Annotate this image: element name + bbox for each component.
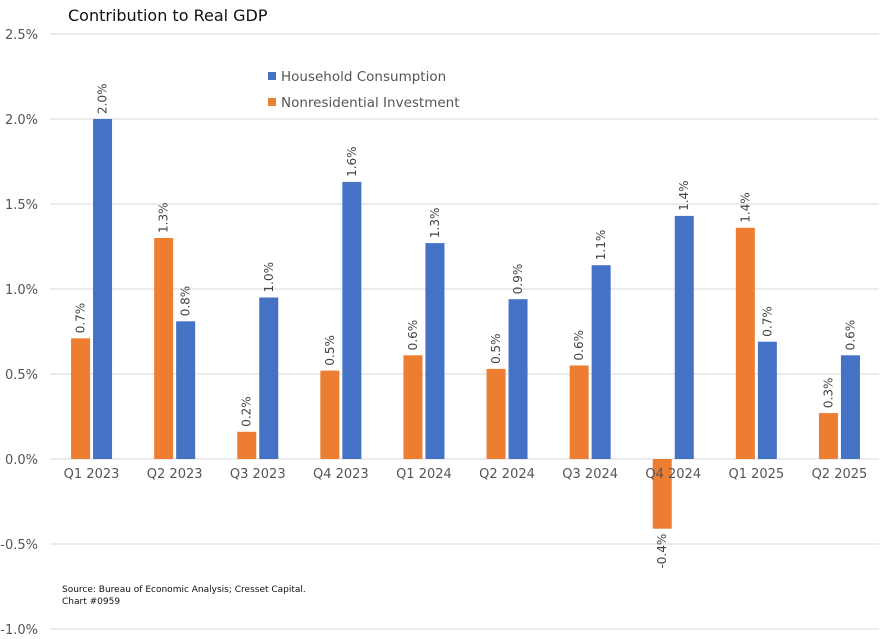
bar-consumption [342,181,362,459]
legend: Household Consumption Nonresidential Inve… [268,69,460,111]
data-label: 1.4% [677,180,691,211]
y-tick-label: 1.5% [5,198,38,213]
data-label: -0.4% [655,534,669,569]
data-label: 0.8% [179,286,193,317]
y-tick-label: 2.0% [5,113,38,128]
y-axis: 2.5% 2.0% 1.5% 1.0% 0.5% 0.0% -0.5% -1.0% [0,28,38,638]
legend-label: Nonresidential Investment [281,95,460,111]
x-tick-label: Q4 2024 [645,467,701,482]
bar-consumption [674,215,694,459]
bar-consumption [508,299,528,459]
chart-number: Chart #0959 [62,597,121,607]
data-label: 0.2% [240,396,254,427]
bar-investment [154,238,174,459]
data-label: 0.3% [821,378,835,409]
x-tick-label: Q1 2024 [396,467,452,482]
y-tick-label: 0.0% [5,453,38,468]
y-tick-label: 1.0% [5,283,38,298]
legend-label: Household Consumption [281,69,446,85]
bar-investment [735,227,755,459]
x-tick-label: Q1 2025 [728,467,784,482]
bar-consumption [425,243,445,459]
data-labels: 0.7% 2.0% 1.3% 0.8% 0.2% 1.0% 0.5% 1.6% 0.6% 1.3%… [74,84,858,569]
source-note: Source: Bureau of Economic Analysis; Cre… [62,584,306,608]
y-tick-label: -1.0% [0,623,38,638]
data-label: 1.3% [428,208,442,239]
x-tick-label: Q2 2025 [812,467,868,482]
bar-investment [320,370,340,459]
y-tick-label: 2.5% [5,28,38,43]
data-label: 1.3% [157,203,171,234]
bar-investment [403,355,423,459]
legend-swatch [268,98,276,106]
data-label: 0.7% [74,303,88,334]
bar-consumption [259,297,279,459]
bars [71,119,860,529]
chart-title: Contribution to Real GDP [68,6,268,25]
data-label: 0.9% [511,264,525,295]
x-axis: Q1 2023 Q2 2023 Q3 2023 Q4 2023 Q1 2024 Q2 20… [64,467,868,482]
data-label: 1.6% [345,146,359,177]
x-tick-label: Q3 2023 [230,467,286,482]
bar-investment [818,413,838,459]
bar-investment [237,431,257,459]
data-label: 1.4% [738,192,752,223]
bar-consumption [176,321,196,459]
source-line: Source: Bureau of Economic Analysis; Cre… [62,585,306,595]
bar-consumption [591,265,611,459]
bar-investment [486,368,506,459]
data-label: 0.7% [760,306,774,337]
y-tick-label: -0.5% [0,538,38,553]
data-label: 1.1% [594,230,608,261]
bar-investment [652,459,672,529]
x-tick-label: Q3 2024 [562,467,618,482]
legend-swatch [268,72,276,80]
data-label: 0.6% [406,320,420,351]
bar-investment [569,365,589,459]
x-tick-label: Q1 2023 [64,467,120,482]
bar-consumption [757,341,777,459]
bar-consumption [840,355,860,459]
bar-investment [71,338,91,459]
x-tick-label: Q4 2023 [313,467,369,482]
data-label: 0.5% [323,335,337,366]
y-tick-label: 0.5% [5,368,38,383]
bar-consumption [93,119,113,459]
data-label: 0.5% [489,333,503,364]
data-label: 2.0% [96,84,110,115]
x-tick-label: Q2 2024 [479,467,535,482]
x-tick-label: Q2 2023 [147,467,203,482]
data-label: 0.6% [843,320,857,351]
data-label: 0.6% [572,330,586,361]
data-label: 1.0% [262,262,276,293]
